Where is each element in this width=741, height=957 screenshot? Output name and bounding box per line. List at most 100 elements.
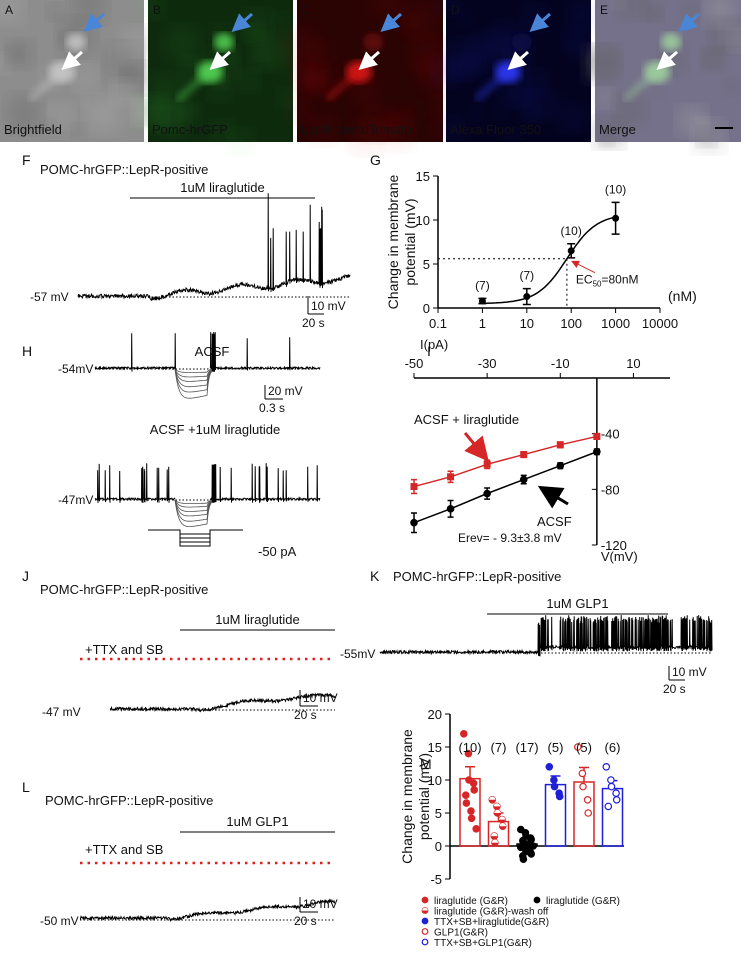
point-half xyxy=(498,816,506,820)
trace xyxy=(174,368,213,393)
point xyxy=(410,518,418,527)
x-axis-label: I(pA) xyxy=(420,337,448,352)
trace xyxy=(77,193,351,302)
y-tick-label: 15 xyxy=(428,740,442,755)
texture xyxy=(696,126,717,147)
point xyxy=(607,782,616,791)
texture xyxy=(271,12,289,30)
point xyxy=(550,782,559,791)
point xyxy=(612,795,621,804)
point-half xyxy=(491,839,499,843)
scale-label: 10 mV xyxy=(311,299,346,313)
texture xyxy=(558,90,571,104)
texture xyxy=(457,10,473,26)
y-tick-label: 0 xyxy=(423,301,430,316)
texture xyxy=(562,26,588,52)
texture xyxy=(266,55,279,68)
point xyxy=(519,475,528,484)
x-tick-label: 100 xyxy=(560,316,582,331)
drug-label: 1uM liraglutide xyxy=(180,180,265,195)
trace xyxy=(174,368,213,399)
condition-label: ACSF +1uM liraglutide xyxy=(150,422,280,437)
y-tick-label: -5 xyxy=(430,872,442,887)
texture xyxy=(252,45,268,61)
y-axis-label: potential (mV) xyxy=(416,753,432,840)
texture xyxy=(467,105,483,121)
y-axis-label: potential (mV) xyxy=(402,198,418,285)
texture xyxy=(505,126,521,143)
n-label: (17) xyxy=(515,740,538,755)
panel-letter: K xyxy=(370,568,380,584)
point xyxy=(421,917,429,925)
texture xyxy=(647,6,664,23)
ec50-rest: =80nM xyxy=(601,273,638,287)
panel-letter: B xyxy=(153,3,161,17)
panel-letter: E xyxy=(600,3,608,17)
trace xyxy=(109,692,336,713)
n-label: (7) xyxy=(491,740,507,755)
point xyxy=(447,473,455,481)
scale-label: 20 s xyxy=(302,316,325,330)
texture xyxy=(72,66,99,92)
trace xyxy=(379,615,713,657)
point xyxy=(593,447,601,456)
arrow-white xyxy=(61,50,83,70)
texture xyxy=(0,0,25,25)
texture xyxy=(599,131,615,146)
image-label: Alexa Fluor 350 xyxy=(450,122,541,137)
baseline-label: -50 mV xyxy=(40,914,79,928)
x-tick-label: 1 xyxy=(479,316,486,331)
point xyxy=(584,809,593,817)
x-tick-label: 0.1 xyxy=(429,316,447,331)
texture xyxy=(407,33,445,72)
panel-letter: H xyxy=(22,343,32,359)
n-label: (10) xyxy=(561,224,582,238)
texture xyxy=(494,104,510,120)
texture xyxy=(467,32,507,72)
panel-letter: F xyxy=(22,152,31,168)
texture xyxy=(110,78,138,105)
texture xyxy=(440,116,464,140)
texture xyxy=(557,103,586,132)
texture xyxy=(613,92,648,126)
texture xyxy=(210,119,234,143)
point xyxy=(467,807,475,815)
texture xyxy=(594,87,615,108)
point-half xyxy=(422,907,428,911)
bar xyxy=(601,787,624,847)
baseline-label: -54mV xyxy=(58,362,93,376)
arrow-white xyxy=(209,50,231,70)
point xyxy=(555,792,564,801)
texture xyxy=(350,78,382,110)
point xyxy=(529,842,538,850)
point xyxy=(550,776,558,784)
n-label: (5) xyxy=(548,740,564,755)
cell xyxy=(661,33,681,51)
texture xyxy=(680,0,701,21)
point xyxy=(527,850,536,858)
scale-label: 20 s xyxy=(294,914,317,928)
point xyxy=(523,293,531,301)
n-label: (6) xyxy=(605,740,621,755)
x-tick-label: 10 xyxy=(520,316,534,331)
texture xyxy=(133,94,167,129)
y-tick-label: 20 xyxy=(428,707,442,722)
trace xyxy=(174,499,213,528)
texture xyxy=(48,102,75,129)
process xyxy=(28,73,60,102)
trace xyxy=(174,499,213,508)
point xyxy=(593,432,601,440)
panel-title: POMC-hrGFP::LepR-positive xyxy=(40,162,208,177)
ec50-text: EC xyxy=(576,273,593,287)
legend-label: liraglutide (G&R)-wash off xyxy=(434,907,549,918)
texture xyxy=(652,86,666,99)
legend-label: liraglutide (G&R) xyxy=(434,896,508,907)
arrow xyxy=(537,485,569,509)
point-half xyxy=(493,803,501,807)
point xyxy=(573,743,582,751)
arrow-blue xyxy=(231,12,253,32)
y-axis-label: V(mV) xyxy=(601,549,638,564)
process xyxy=(474,73,506,102)
current-step xyxy=(148,529,243,547)
fit-curve xyxy=(482,216,616,305)
